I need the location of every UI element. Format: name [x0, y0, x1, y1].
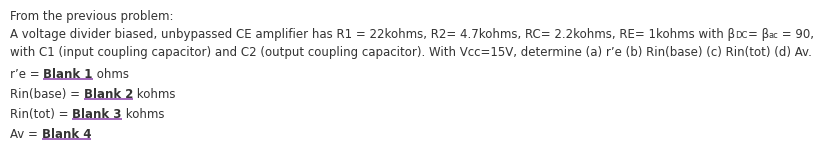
- Text: Blank 1: Blank 1: [43, 68, 93, 81]
- Text: Av =: Av =: [10, 128, 42, 141]
- Text: Blank 2: Blank 2: [84, 88, 133, 101]
- Text: ohms: ohms: [93, 68, 129, 81]
- Text: Blank 4: Blank 4: [42, 128, 92, 141]
- Text: From the previous problem:: From the previous problem:: [10, 10, 173, 23]
- Text: = β: = β: [748, 28, 769, 41]
- Text: Blank 3: Blank 3: [72, 108, 122, 121]
- Text: = 90,: = 90,: [779, 28, 815, 41]
- Text: kohms: kohms: [133, 88, 176, 101]
- Text: A voltage divider biased, unbypassed CE amplifier has R1 = 22kohms, R2= 4.7kohms: A voltage divider biased, unbypassed CE …: [10, 28, 735, 41]
- Text: Rin(tot) =: Rin(tot) =: [10, 108, 72, 121]
- Text: ac: ac: [769, 32, 779, 41]
- Text: kohms: kohms: [122, 108, 164, 121]
- Text: r’e =: r’e =: [10, 68, 43, 81]
- Text: DC: DC: [735, 32, 748, 41]
- Text: Rin(base) =: Rin(base) =: [10, 88, 84, 101]
- Text: with C1 (input coupling capacitor) and C2 (output coupling capacitor). With Vcc=: with C1 (input coupling capacitor) and C…: [10, 46, 812, 59]
